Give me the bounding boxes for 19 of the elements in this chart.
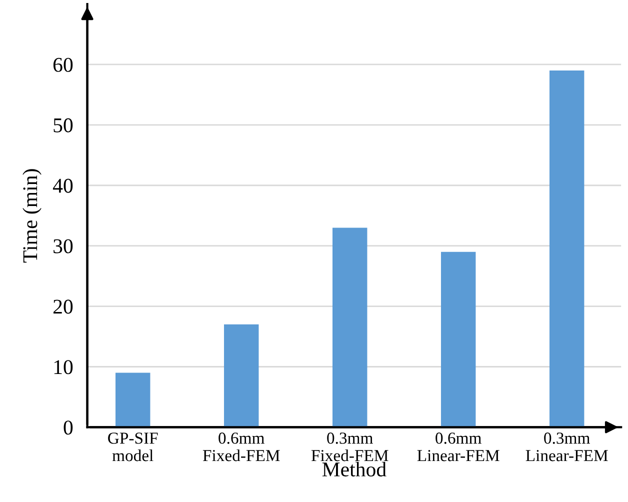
bar	[549, 70, 584, 428]
bar	[116, 372, 150, 428]
x-tick-label: 0.6mm Linear-FEM	[417, 432, 500, 462]
x-tick-label: 0.3mm Fixed-FEM	[311, 432, 388, 462]
y-tick-label: 40	[52, 178, 73, 193]
y-tick-label: 10	[54, 360, 73, 374]
x-tick-label: 0.6mm Fixed-FEM	[202, 432, 280, 462]
x-tick-label: GP-SIF model	[108, 432, 158, 462]
y-tick-label: 20	[53, 300, 73, 314]
y-tick-label: 30	[54, 239, 73, 254]
bar	[440, 252, 476, 428]
y-tick-label: 50	[54, 118, 73, 132]
bar	[332, 228, 368, 428]
x-axis-title: Method	[322, 462, 386, 476]
y-tick-label: 0	[64, 420, 73, 435]
x-tick-label: 0.3mm Linear-FEM	[526, 432, 608, 462]
y-tick-label: 60	[53, 58, 73, 72]
y-axis-title: Time (min)	[22, 169, 42, 263]
bar	[224, 324, 259, 428]
